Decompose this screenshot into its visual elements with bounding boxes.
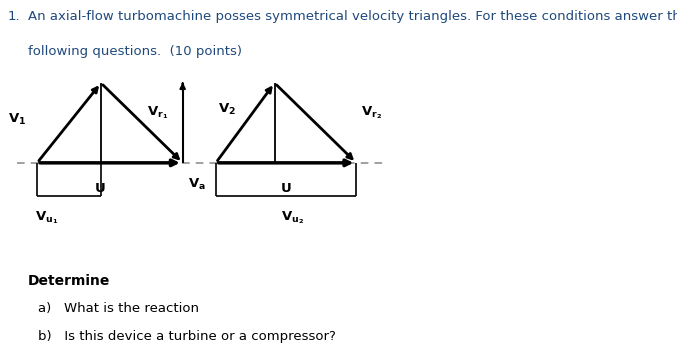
Text: $\mathbf{V_1}$: $\mathbf{V_1}$: [7, 112, 26, 127]
Text: $\mathbf{U}$: $\mathbf{U}$: [280, 182, 292, 195]
Text: b)   Is this device a turbine or a compressor?: b) Is this device a turbine or a compres…: [38, 329, 336, 343]
Text: $\mathbf{V_{u_1}}$: $\mathbf{V_{u_1}}$: [35, 210, 58, 226]
Text: $\mathbf{U}$: $\mathbf{U}$: [94, 182, 106, 195]
Text: following questions.  (10 points): following questions. (10 points): [28, 45, 242, 58]
Text: $\mathbf{V_{r_1}}$: $\mathbf{V_{r_1}}$: [147, 104, 168, 121]
Text: a)   What is the reaction: a) What is the reaction: [38, 302, 199, 315]
Text: An axial-flow turbomachine posses symmetrical velocity triangles. For these cond: An axial-flow turbomachine posses symmet…: [28, 10, 677, 23]
Text: $\mathbf{V_a}$: $\mathbf{V_a}$: [188, 177, 206, 192]
Text: 1.: 1.: [8, 10, 21, 23]
Text: $\mathbf{V_{u_2}}$: $\mathbf{V_{u_2}}$: [281, 210, 304, 226]
Text: Determine: Determine: [28, 274, 110, 288]
Text: $\mathbf{V_{r_2}}$: $\mathbf{V_{r_2}}$: [362, 104, 383, 121]
Text: $\mathbf{V_2}$: $\mathbf{V_2}$: [219, 102, 236, 117]
